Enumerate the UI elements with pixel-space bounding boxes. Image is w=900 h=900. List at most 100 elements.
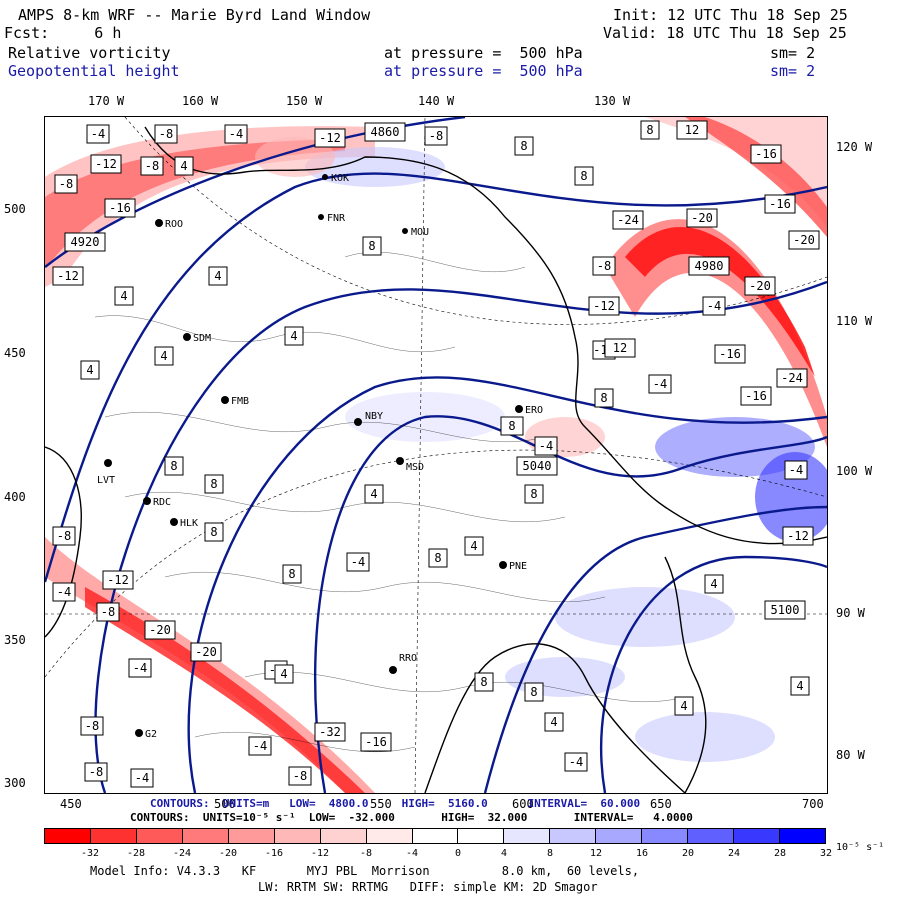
svg-text:5100: 5100: [771, 603, 800, 617]
station-label: ROO: [165, 219, 183, 230]
map-canvas: ROO SDM FMB LVT RDC HLK NBY MSD MOU PNE …: [45, 117, 827, 793]
vorticity-label: -4: [702, 296, 726, 316]
grid-tick-bottom: 700: [802, 797, 824, 811]
svg-text:4: 4: [160, 349, 167, 363]
lon-label-right: 100 W: [836, 464, 873, 478]
svg-text:-4: -4: [569, 755, 583, 769]
grid-tick-bottom: 500: [214, 797, 236, 811]
colorbar-tick-label: 8: [546, 848, 554, 859]
svg-text:-4: -4: [539, 439, 553, 453]
vorticity-label: -4: [564, 752, 588, 772]
height-contour-info: CONTOURS: UNITS=m LOW= 4800.0 HIGH= 5160…: [150, 797, 641, 810]
vorticity-label: -16: [740, 386, 772, 406]
vorticity-label: 4: [464, 536, 484, 556]
svg-text:12: 12: [685, 123, 699, 137]
field1-name: Relative vorticity: [8, 44, 171, 62]
svg-text:-8: -8: [59, 177, 73, 191]
svg-text:12: 12: [613, 341, 627, 355]
vorticity-label: 4: [174, 156, 194, 176]
svg-text:5040: 5040: [523, 459, 552, 473]
colorbar-tick-label: 32: [819, 848, 833, 859]
svg-text:-4: -4: [351, 555, 365, 569]
vorticity-label: -12: [52, 266, 84, 286]
svg-text:-8: -8: [159, 127, 173, 141]
svg-text:4: 4: [796, 679, 803, 693]
svg-text:-16: -16: [745, 389, 767, 403]
svg-text:-4: -4: [57, 585, 71, 599]
svg-text:-12: -12: [593, 299, 615, 313]
vorticity-label: 8: [474, 672, 494, 692]
station-label: HLK: [180, 518, 198, 529]
init-time: Init: 12 UTC Thu 18 Sep 25: [613, 6, 848, 24]
coastline: [45, 126, 827, 793]
svg-text:-4: -4: [707, 299, 721, 313]
svg-text:-16: -16: [755, 147, 777, 161]
vorticity-label: -24: [612, 210, 644, 230]
vorticity-label: -4: [784, 460, 808, 480]
vorticity-label: -4: [52, 582, 76, 602]
station-label: G2: [145, 729, 157, 740]
colorbar-tick-label: 28: [773, 848, 787, 859]
grid-tick-bottom: 600: [512, 797, 534, 811]
vorticity-label: -4: [86, 124, 110, 144]
svg-text:4: 4: [680, 699, 687, 713]
svg-text:-8: -8: [597, 259, 611, 273]
colorbar-tick-label: 0: [454, 848, 462, 859]
vorticity-label: -32: [314, 722, 346, 742]
station-label: NBY: [365, 411, 383, 422]
vorticity-label: -8: [140, 156, 164, 176]
lon-label-top: 150 W: [286, 94, 323, 108]
svg-text:-4: -4: [135, 771, 149, 785]
svg-text:4: 4: [290, 329, 297, 343]
vorticity-label: -20: [788, 230, 820, 250]
field1-level: at pressure = 500 hPa: [384, 44, 583, 62]
colorbar-swatch: [642, 829, 689, 843]
vorticity-label: 8: [428, 548, 448, 568]
field1-smoothing: sm= 2: [770, 44, 816, 62]
colorbar-swatch: [458, 829, 505, 843]
colorbar-swatch: [274, 829, 321, 843]
svg-text:8: 8: [210, 477, 217, 491]
svg-text:-20: -20: [195, 645, 217, 659]
lon-label-right: 90 W: [836, 606, 865, 620]
svg-text:-8: -8: [57, 529, 71, 543]
station-label: RDC: [153, 497, 171, 508]
colorbar-tick-label: 16: [635, 848, 649, 859]
vorticity-label: -4: [130, 768, 154, 788]
vorticity-label: -12: [90, 154, 122, 174]
vorticity-label: -8: [96, 602, 120, 622]
station-label: MSD: [406, 462, 424, 473]
vorticity-blue-patch: [305, 147, 445, 187]
svg-text:-8: -8: [429, 129, 443, 143]
svg-text:-20: -20: [691, 211, 713, 225]
station-label: KOK: [331, 173, 349, 184]
vorticity-label: 4: [544, 712, 564, 732]
vorticity-label: 12: [604, 338, 636, 358]
vorticity-label: -12: [314, 128, 346, 148]
svg-text:8: 8: [434, 551, 441, 565]
grid-tick-bottom: 450: [60, 797, 82, 811]
svg-text:-16: -16: [769, 197, 791, 211]
vorticity-label: -4: [224, 124, 248, 144]
vorticity-label: -8: [592, 256, 616, 276]
station-label: ERO: [525, 405, 543, 416]
vorticity-label: -8: [288, 766, 312, 786]
grid-tick-left: 500: [4, 202, 26, 216]
svg-text:-20: -20: [749, 279, 771, 293]
vorticity-label: -16: [750, 144, 782, 164]
svg-text:-24: -24: [781, 371, 803, 385]
svg-text:-16: -16: [719, 347, 741, 361]
colorbar-units: 10⁻⁵ s⁻¹: [836, 842, 885, 853]
height-label: 4980: [688, 256, 730, 276]
vorticity-label: -4: [128, 658, 152, 678]
vorticity-label: 4: [274, 664, 294, 684]
station-label: FNR: [327, 213, 346, 224]
vorticity-label: 4: [364, 484, 384, 504]
vorticity-label: 4: [114, 286, 134, 306]
vorticity-band-east: [605, 219, 827, 447]
field2-name: Geopotential height: [8, 62, 180, 80]
plot-title: AMPS 8-km WRF -- Marie Byrd Land Window: [18, 6, 371, 24]
vorticity-label: -8: [154, 124, 178, 144]
svg-text:-8: -8: [101, 605, 115, 619]
height-label: 5040: [516, 456, 558, 476]
